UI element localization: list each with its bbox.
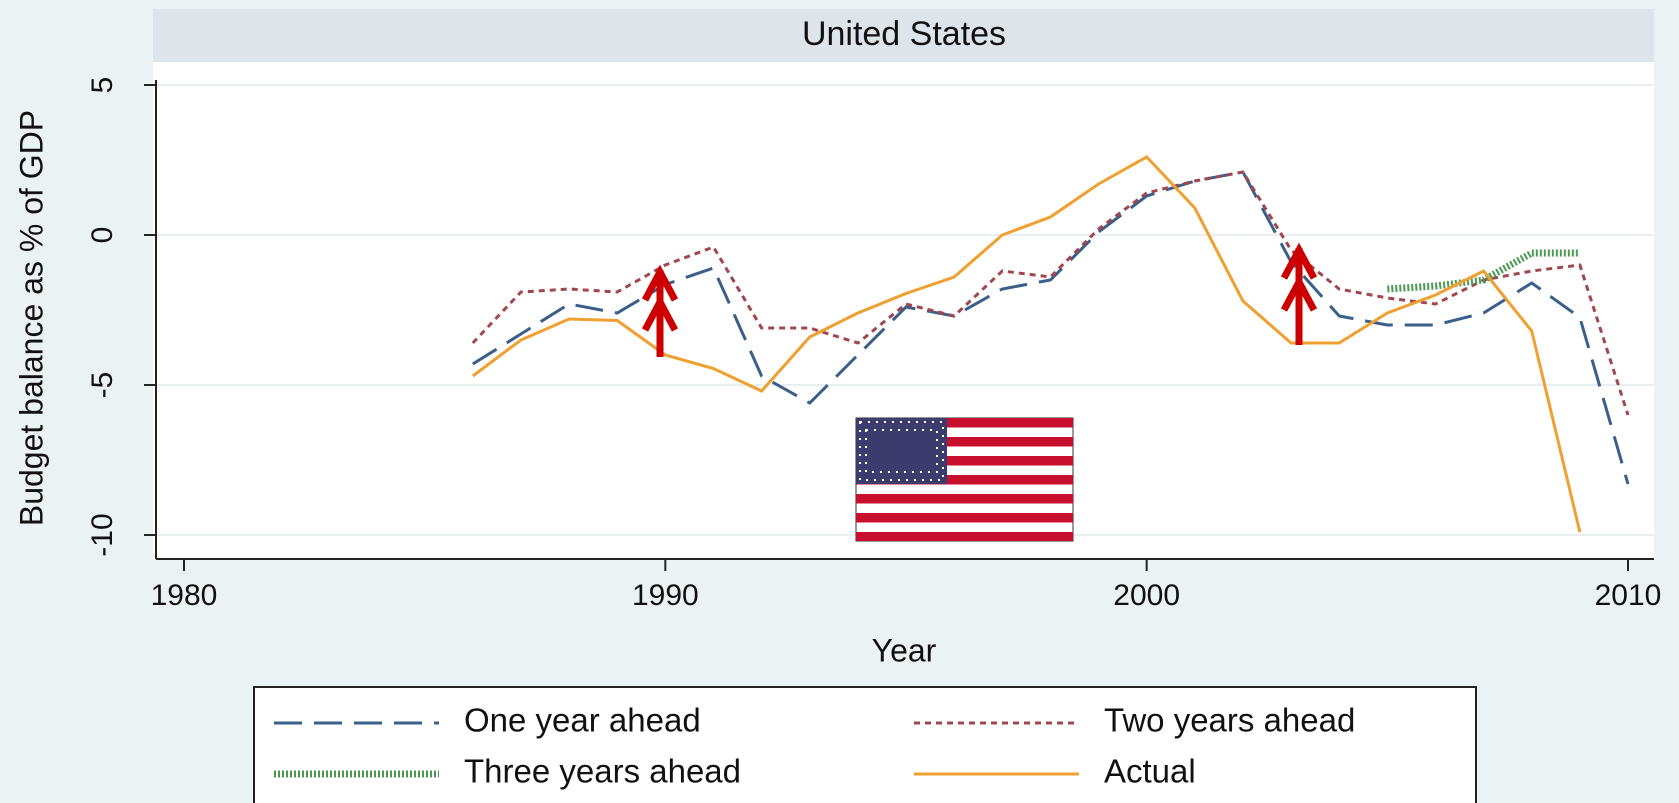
- legend: [253, 686, 1477, 803]
- x-axis-label: Year: [872, 632, 937, 668]
- y-axis-label: Budget balance as % of GDP: [13, 110, 49, 526]
- x-tick-label: 1980: [151, 579, 218, 612]
- y-tick-label: -10: [86, 513, 119, 556]
- x-tick-label: 2010: [1595, 579, 1662, 612]
- us-flag: [855, 417, 1074, 542]
- title-strip: [153, 9, 1654, 62]
- series-line: [471, 170, 1630, 416]
- y-tick-label: -5: [86, 372, 119, 399]
- legend-label: Actual: [1104, 753, 1196, 790]
- y-tick-label: 0: [86, 227, 119, 244]
- annotation-arrow: [641, 242, 1318, 357]
- x-tick-label: 2000: [1113, 579, 1180, 612]
- y-tick-label: 5: [86, 77, 119, 94]
- legend-label: Three years ahead: [464, 753, 741, 790]
- legend-label: One year ahead: [464, 702, 701, 739]
- chart-title: United States: [802, 15, 1006, 53]
- legend-label: Two years ahead: [1104, 702, 1355, 739]
- x-tick-label: 1990: [632, 579, 699, 612]
- series-line: [1387, 249, 1580, 293]
